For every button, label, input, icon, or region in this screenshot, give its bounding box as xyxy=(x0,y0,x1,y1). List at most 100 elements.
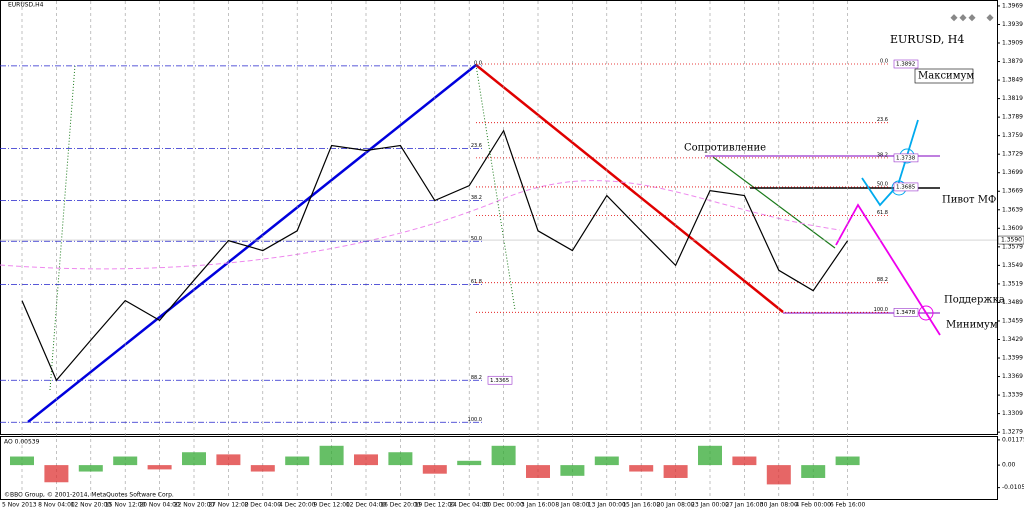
fib-label: 88.2 xyxy=(471,375,482,381)
fib-label: 0.0 xyxy=(880,59,888,65)
y-tick-label: 1.3909 xyxy=(1002,40,1023,47)
ao-bar xyxy=(78,465,103,472)
y-tick-label: 1.3789 xyxy=(1002,114,1023,121)
y-tick-label: 1.3939 xyxy=(1002,21,1023,28)
ao-bar xyxy=(10,456,34,466)
icon xyxy=(986,14,994,22)
y-tick-label: 1.3279 xyxy=(1002,429,1023,436)
x-tick-label: 15 Jan 16:00 xyxy=(622,502,660,509)
ao-bar xyxy=(250,465,275,472)
x-tick-label: 12 Dec 04:00 xyxy=(346,502,387,509)
fib-tag: 1.3685 xyxy=(896,184,916,190)
icon xyxy=(959,14,967,22)
fib-label: 38.2 xyxy=(877,152,888,158)
annotation: Сопротивление xyxy=(684,143,766,154)
toolbar-icons xyxy=(950,14,994,22)
ao-bar xyxy=(801,465,826,478)
x-tick-label: 8 Jan 08:00 xyxy=(555,502,589,509)
fib-label: 50.0 xyxy=(877,181,888,187)
y-tick-label: 1.3309 xyxy=(1002,410,1023,417)
ao-bar xyxy=(457,460,482,466)
target-circle xyxy=(918,305,934,321)
fib-tag: 1.3738 xyxy=(896,155,916,161)
fib-tag-box xyxy=(893,59,919,69)
x-tick-label: 2 Dec 04:00 xyxy=(245,502,282,509)
x-tick-label: 23 Jan 00:00 xyxy=(691,502,729,509)
x-tick-label: 8 Nov 04:00 xyxy=(38,502,75,509)
icon xyxy=(950,14,958,22)
x-tick-label: 22 Nov 20:00 xyxy=(174,502,215,509)
x-tick-label: 12 Nov 20:00 xyxy=(71,502,112,509)
x-tick-label: 15 Nov 12:00 xyxy=(105,502,146,509)
y-tick-label: 1.3519 xyxy=(1002,280,1023,287)
ao-bar xyxy=(319,445,344,466)
y-tick-label: 1.3459 xyxy=(1002,317,1023,324)
ao-bar xyxy=(835,456,860,466)
ao-bar xyxy=(388,452,413,466)
y-tick-label: 1.3549 xyxy=(1002,262,1023,269)
annotation: Минимум xyxy=(946,320,998,331)
y-tick-label: 1.3339 xyxy=(1002,392,1023,399)
ao-bar xyxy=(491,445,516,466)
x-tick-label: 19 Dec 12:00 xyxy=(415,502,456,509)
y-tick-label: 1.3759 xyxy=(1002,132,1023,139)
y-tick-label: 1.3699 xyxy=(1002,169,1023,176)
fan-line xyxy=(49,64,76,391)
fib-tag-box xyxy=(893,153,919,163)
x-tick-label: 3 Jan 16:00 xyxy=(521,502,555,509)
y-tick-label: 1.3819 xyxy=(1002,95,1023,102)
ao-bar xyxy=(766,465,791,485)
ao-tick-label: 0.00 xyxy=(1002,462,1016,469)
y-tick-label: 1.3609 xyxy=(1002,225,1023,232)
fib-label: 23.6 xyxy=(877,117,888,123)
ao-bar xyxy=(629,465,654,472)
ao-title: AO 0.00539 xyxy=(4,439,40,446)
fib-tag-box xyxy=(893,182,919,192)
x-tick-label: 9 Dec 12:00 xyxy=(313,502,350,509)
footer: ©BBO Group, © 2001-2014, MetaQuotes Soft… xyxy=(4,492,174,499)
fib-tag-box xyxy=(487,375,513,385)
y-tick-label: 1.3489 xyxy=(1002,299,1023,306)
fib-label: 88.2 xyxy=(877,277,888,283)
x-tick-label: 27 Jan 16:00 xyxy=(725,502,763,509)
x-tick-label: 13 Jan 00:00 xyxy=(588,502,626,509)
fib-label: 50.0 xyxy=(471,236,482,242)
ao-bar xyxy=(216,454,241,466)
x-tick-label: 27 Nov 12:00 xyxy=(208,502,249,509)
ao-bar xyxy=(594,456,619,466)
fib-tag: 1.3365 xyxy=(490,378,510,384)
price-line xyxy=(21,129,849,382)
y-tick-label: 1.3579 xyxy=(1002,243,1023,250)
x-tick-label: 16 Dec 20:00 xyxy=(380,502,421,509)
y-tick-label: 1.3969 xyxy=(1002,2,1023,9)
ao-bar xyxy=(698,445,722,466)
scenario-up xyxy=(861,119,919,207)
fib-label: 38.2 xyxy=(471,195,482,201)
icon xyxy=(968,14,976,22)
ao-bar xyxy=(113,456,138,466)
ao-bar xyxy=(732,456,757,466)
x-tick-label: 6 Feb 16:00 xyxy=(830,502,866,509)
ao-bar xyxy=(147,465,172,470)
x-tick-label: 20 Nov 04:00 xyxy=(139,502,180,509)
annotation-box xyxy=(914,68,974,84)
fib-tag: 1.3892 xyxy=(896,62,915,68)
y-tick-label: 1.3729 xyxy=(1002,151,1023,158)
trend-green xyxy=(712,156,836,249)
ao-bar xyxy=(526,465,550,478)
fib-label: 100.0 xyxy=(874,307,888,313)
ao-bar xyxy=(285,456,310,466)
ao-bar xyxy=(560,465,585,476)
y-tick-label: 1.3399 xyxy=(1002,355,1023,362)
annotation: Максимум xyxy=(918,71,974,82)
fib-tag-box xyxy=(893,308,919,317)
scenario-down xyxy=(835,203,941,336)
y-tick-label: 1.3669 xyxy=(1002,188,1023,195)
y-tick-label: 1.3369 xyxy=(1002,373,1023,380)
ao-bar xyxy=(354,454,378,466)
last-price-label: 1.3590 xyxy=(1001,237,1022,244)
fib-label: 23.6 xyxy=(471,143,482,149)
annotation: Поддержка xyxy=(944,295,1005,306)
fib-label: 61.8 xyxy=(877,210,888,216)
